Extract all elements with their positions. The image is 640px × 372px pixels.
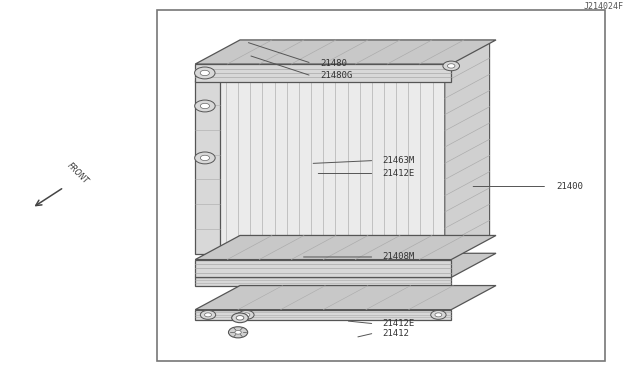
Circle shape — [236, 315, 244, 320]
Circle shape — [239, 310, 254, 319]
Polygon shape — [202, 66, 445, 261]
Text: 21480G: 21480G — [320, 71, 352, 80]
Circle shape — [205, 313, 211, 317]
Circle shape — [195, 100, 215, 112]
Circle shape — [228, 327, 248, 338]
Circle shape — [200, 310, 216, 319]
Text: 21463M: 21463M — [383, 156, 415, 165]
Circle shape — [447, 64, 455, 68]
Circle shape — [431, 310, 446, 319]
Circle shape — [200, 70, 209, 76]
Polygon shape — [195, 80, 220, 254]
Polygon shape — [195, 260, 451, 278]
Bar — [157, 10, 605, 361]
Text: FRONT: FRONT — [65, 161, 90, 186]
Circle shape — [243, 313, 250, 317]
Polygon shape — [195, 310, 451, 320]
Polygon shape — [202, 42, 490, 66]
Text: 21480: 21480 — [320, 59, 347, 68]
Polygon shape — [195, 286, 496, 310]
Polygon shape — [195, 67, 244, 80]
Circle shape — [435, 313, 442, 317]
Circle shape — [200, 103, 209, 109]
Circle shape — [195, 152, 215, 164]
Text: 21412E: 21412E — [383, 319, 415, 328]
Text: 21400: 21400 — [557, 182, 584, 191]
Circle shape — [443, 61, 460, 71]
Polygon shape — [195, 64, 451, 82]
Text: 21412: 21412 — [383, 328, 410, 337]
Circle shape — [195, 67, 215, 79]
Circle shape — [200, 155, 209, 161]
Text: J214024F: J214024F — [584, 2, 624, 12]
Polygon shape — [195, 235, 496, 260]
Polygon shape — [445, 42, 490, 261]
Circle shape — [232, 313, 248, 323]
Text: 21412E: 21412E — [383, 169, 415, 178]
Polygon shape — [195, 40, 496, 64]
Circle shape — [235, 330, 241, 334]
Polygon shape — [195, 278, 451, 286]
Text: 21408M: 21408M — [383, 253, 415, 262]
Polygon shape — [195, 253, 496, 278]
